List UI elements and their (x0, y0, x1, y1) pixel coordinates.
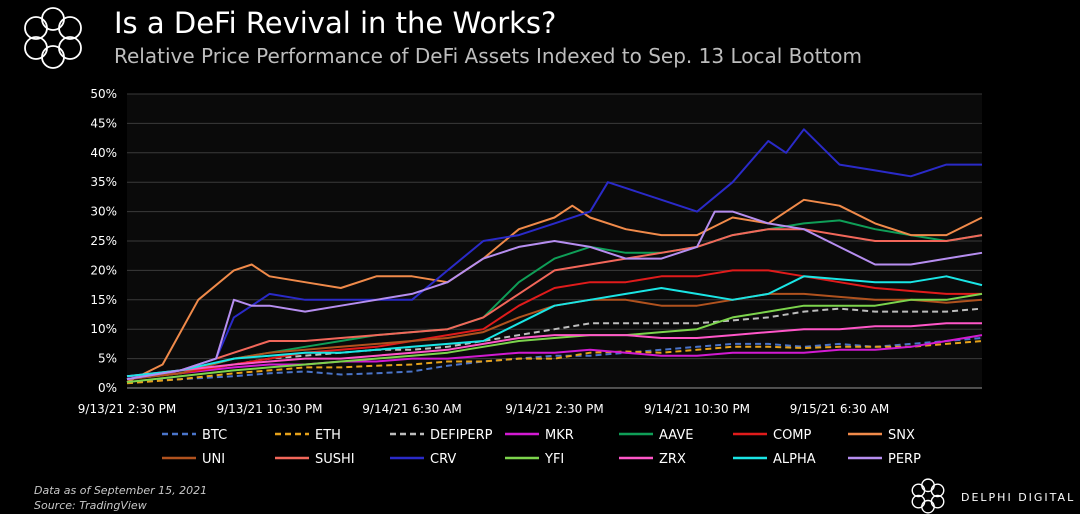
series-line-btc (126, 337, 983, 384)
header-logo-icon (24, 7, 82, 69)
y-tick-label: 0% (98, 381, 117, 395)
series-line-defiperp (126, 307, 983, 381)
series-line-yfi (126, 292, 983, 384)
x-tick-label: 9/14/21 10:30 PM (644, 402, 750, 416)
brand-logo-icon (911, 478, 945, 514)
legend-label-crv: CRV (430, 452, 456, 467)
y-tick-label: 15% (90, 293, 117, 307)
data-as-of-note: Data as of September 15, 2021 (34, 484, 208, 497)
y-tick-label: 35% (90, 175, 117, 189)
y-tick-label: 20% (90, 263, 117, 277)
legend-label-aave: AAVE (659, 428, 693, 443)
legend-label-btc: BTC (202, 428, 227, 443)
chart-subtitle: Relative Price Performance of DeFi Asset… (114, 44, 863, 68)
x-tick-label: 9/14/21 2:30 PM (505, 402, 603, 416)
legend-label-perp: PERP (888, 452, 921, 467)
x-tick-label: 9/13/21 2:30 PM (78, 402, 176, 416)
series-line-snx (126, 198, 983, 383)
legend-label-sushi: SUSHI (315, 452, 355, 467)
legend-label-uni: UNI (202, 452, 225, 467)
series-line-alpha (126, 275, 983, 378)
legend-label-defiperp: DEFIPERP (430, 428, 493, 443)
y-tick-label: 25% (90, 234, 117, 248)
x-tick-label: 9/15/21 6:30 AM (790, 402, 889, 416)
legend-label-eth: ETH (315, 428, 341, 443)
series-line-aave (126, 219, 983, 381)
legend-label-mkr: MKR (545, 428, 574, 443)
legend-label-snx: SNX (888, 428, 915, 443)
y-tick-label: 10% (90, 322, 117, 336)
source-note: Source: TradingView (34, 499, 147, 512)
x-tick-label: 9/13/21 10:30 PM (216, 402, 322, 416)
series-line-sushi (126, 228, 983, 381)
legend-label-yfi: YFI (544, 452, 564, 467)
legend-label-alpha: ALPHA (773, 452, 816, 467)
y-tick-label: 30% (90, 205, 117, 219)
y-tick-label: 5% (98, 352, 117, 366)
series-line-crv (126, 128, 982, 381)
chart-title: Is a DeFi Revival in the Works? (114, 6, 557, 40)
series-line-zrx (126, 322, 982, 378)
legend-label-comp: COMP (773, 428, 812, 443)
series-line-perp (126, 210, 983, 381)
legend-label-zrx: ZRX (659, 452, 686, 467)
y-tick-label: 45% (90, 116, 117, 130)
brand-name: DELPHI DIGITAL (961, 491, 1076, 504)
y-tick-label: 40% (90, 146, 117, 160)
y-tick-label: 50% (90, 87, 117, 101)
series-line-eth (126, 340, 983, 385)
x-tick-label: 9/14/21 6:30 AM (362, 402, 461, 416)
